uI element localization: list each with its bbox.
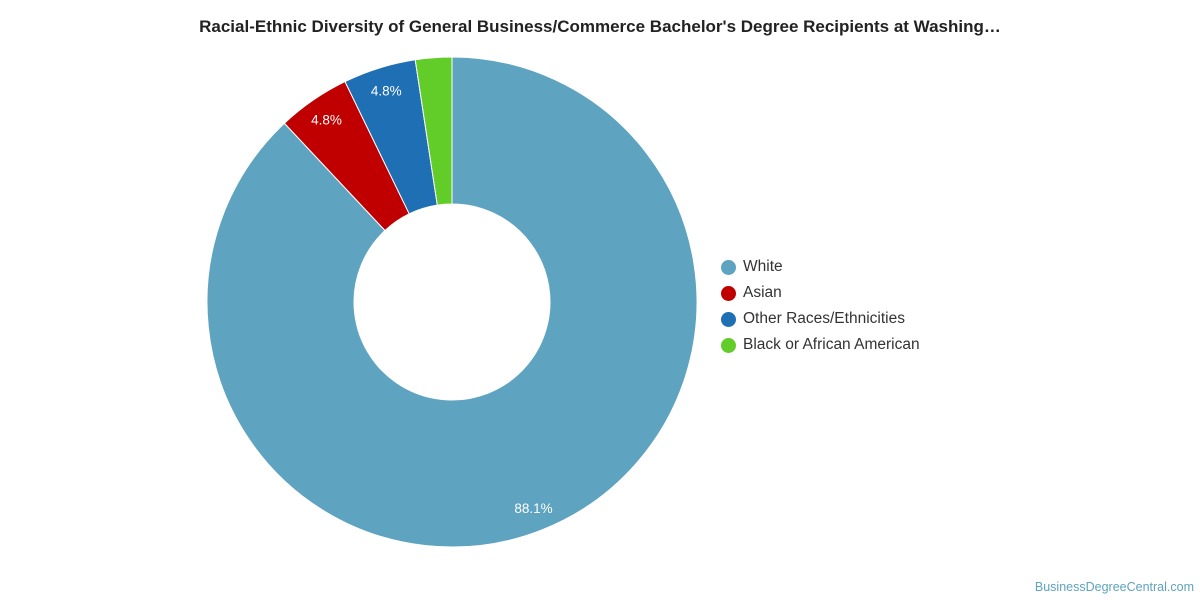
legend-item-asian[interactable]: Asian bbox=[721, 280, 920, 306]
legend-item-white[interactable]: White bbox=[721, 254, 920, 280]
legend-label-other-races: Other Races/Ethnicities bbox=[743, 310, 905, 327]
legend-swatch-black bbox=[721, 337, 736, 353]
data-label-white: 88.1% bbox=[514, 501, 552, 516]
slice-black-or-african-american[interactable] bbox=[414, 56, 453, 206]
legend-item-other-races[interactable]: Other Races/Ethnicities bbox=[721, 306, 920, 332]
legend-swatch-other-races bbox=[721, 311, 736, 327]
legend-label-white: White bbox=[743, 258, 783, 275]
legend-label-asian: Asian bbox=[743, 284, 782, 301]
data-label-other-races-ethnicities: 4.8% bbox=[371, 83, 402, 98]
credit-link[interactable]: BusinessDegreeCentral.com bbox=[1034, 580, 1194, 594]
slice-white[interactable] bbox=[206, 56, 698, 548]
slices-group bbox=[206, 56, 698, 548]
chart-title: Racial-Ethnic Diversity of General Busin… bbox=[199, 17, 1001, 36]
legend: White Asian Other Races/Ethnicities Blac… bbox=[721, 254, 920, 358]
data-label-asian: 4.8% bbox=[311, 113, 342, 128]
legend-swatch-white bbox=[721, 259, 736, 275]
data-labels-group: 88.1% 4.8% 4.8% bbox=[311, 83, 553, 515]
legend-item-black[interactable]: Black or African American bbox=[721, 332, 920, 358]
legend-label-black: Black or African American bbox=[743, 336, 920, 353]
legend-swatch-asian bbox=[721, 285, 736, 301]
